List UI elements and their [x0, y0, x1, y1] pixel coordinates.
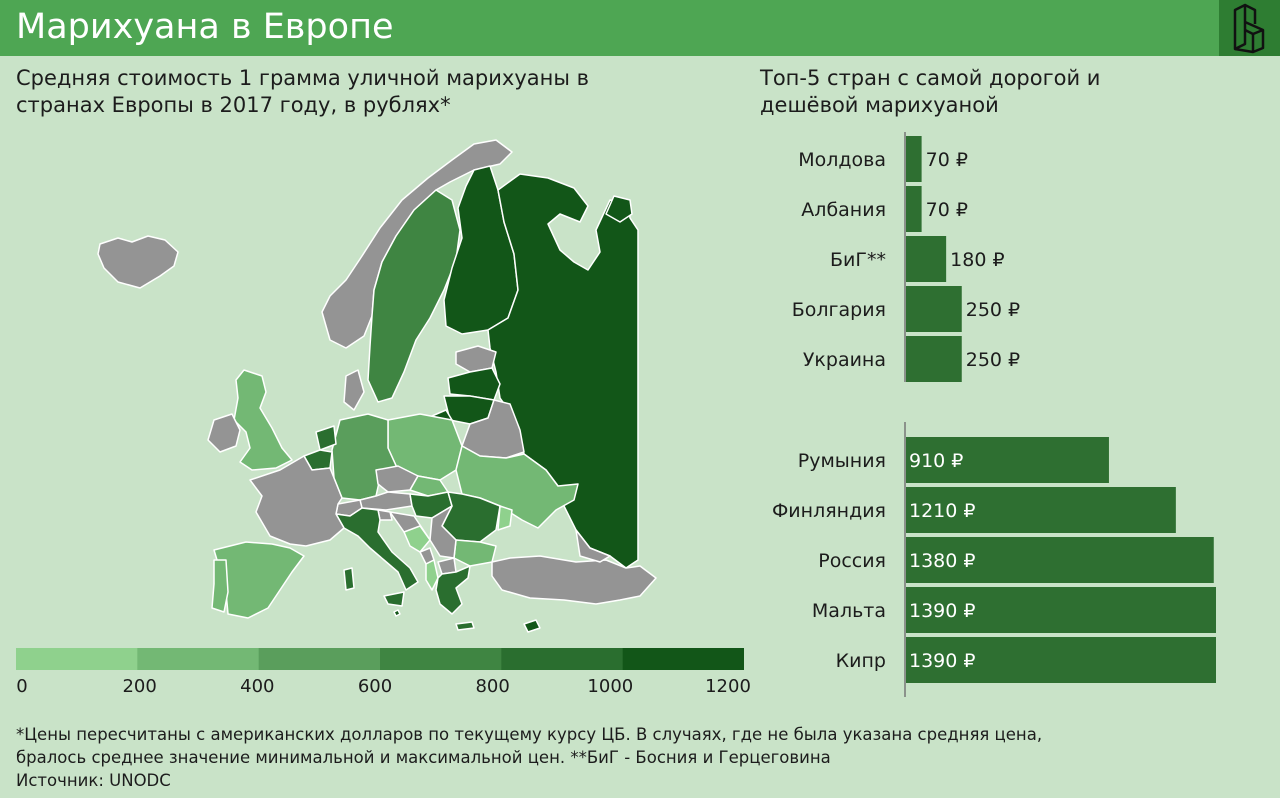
bar-category-label: Кипр	[836, 650, 886, 672]
country-portugal[interactable]	[211, 559, 229, 613]
bars-subtitle-line1: Топ-5 стран с самой дорогой и	[760, 66, 1101, 90]
bar-category-label: БиГ**	[830, 249, 886, 271]
bar-Мальта[interactable]	[906, 587, 1216, 633]
bar-Румыния[interactable]	[906, 437, 1109, 483]
legend-tick-800: 800	[475, 676, 510, 697]
bar-Украина[interactable]	[906, 336, 962, 382]
country-sicily[interactable]	[383, 591, 405, 607]
bar-value-label: 1390 ₽	[909, 650, 975, 672]
bars-subtitle: Топ-5 стран с самой дорогой и дешёвой ма…	[760, 65, 1260, 119]
bar-category-label: Болгария	[792, 299, 886, 321]
bar-category-label: Украина	[803, 349, 886, 371]
bar-Россия[interactable]	[906, 537, 1214, 583]
country-france[interactable]	[249, 455, 345, 547]
country-moldova[interactable]	[497, 505, 513, 531]
legend-swatch-2	[258, 648, 381, 670]
legend-tick-600: 600	[357, 676, 393, 697]
country-uk[interactable]	[233, 369, 293, 471]
bar-value-label: 1210 ₽	[909, 500, 975, 522]
country-italy[interactable]	[335, 507, 419, 591]
legend-tick-1200: 1200	[705, 676, 751, 697]
bar-value-label: 1390 ₽	[909, 600, 975, 622]
country-malta[interactable]	[393, 609, 401, 617]
legend-swatch-5	[622, 648, 744, 670]
country-germany[interactable]	[331, 413, 399, 501]
bar-Болгария[interactable]	[906, 286, 962, 332]
country-russia-north[interactable]	[605, 195, 633, 223]
footnote-line2: бралось среднее значение минимальной и м…	[16, 748, 831, 767]
country-georgia[interactable]	[575, 529, 611, 563]
legend-swatch-0	[16, 648, 138, 670]
country-ireland[interactable]	[207, 413, 241, 453]
country-crete[interactable]	[455, 621, 475, 631]
legend-tick-1000: 1000	[587, 676, 634, 697]
country-bosnia[interactable]	[403, 525, 431, 553]
bar-category-label: Мальта	[812, 600, 886, 622]
country-macedonia[interactable]	[437, 557, 457, 575]
bar-Кипр[interactable]	[906, 637, 1216, 683]
bar-value-label: 250 ₽	[966, 299, 1020, 321]
footnote: *Цены пересчитаны с американских долларо…	[16, 723, 1266, 792]
country-latvia[interactable]	[447, 367, 501, 401]
bars-subtitle-line2: дешёвой марихуаной	[760, 93, 999, 117]
country-bulgaria[interactable]	[453, 539, 497, 567]
color-legend	[16, 648, 744, 670]
bar-value-label: 180 ₽	[950, 249, 1004, 271]
legend-tick-400: 400	[240, 676, 275, 697]
country-cyprus[interactable]	[523, 619, 541, 633]
bar-category-label: Румыния	[798, 450, 886, 472]
bar-value-label: 1380 ₽	[909, 550, 975, 572]
legend-swatch-1	[137, 648, 260, 670]
bar-Албания[interactable]	[906, 186, 922, 232]
brand-logo-icon[interactable]	[1219, 0, 1280, 56]
footnote-line1: *Цены пересчитаны с американских долларо…	[16, 725, 1043, 744]
country-netherlands[interactable]	[315, 425, 337, 451]
source-note: Источник: UNODC	[16, 771, 171, 790]
bar-category-label: Финляндия	[772, 500, 886, 522]
map-subtitle-line2: странах Европы в 2017 году, в рублях*	[16, 93, 451, 117]
country-iceland[interactable]	[97, 235, 179, 289]
country-denmark[interactable]	[343, 369, 365, 411]
country-turkey[interactable]	[491, 555, 657, 605]
bar-value-label: 250 ₽	[966, 349, 1020, 371]
legend-tick-200: 200	[122, 676, 157, 697]
bar-category-label: Албания	[801, 199, 886, 221]
europe-map	[97, 139, 657, 633]
map-subtitle: Средняя стоимость 1 грамма уличной марих…	[16, 65, 696, 119]
page-title: Марихуана в Европе	[16, 7, 394, 47]
bar-value-label: 70 ₽	[926, 199, 968, 221]
legend-swatch-3	[380, 648, 502, 670]
bar-value-label: 910 ₽	[909, 450, 963, 472]
bar-category-label: Молдова	[798, 149, 886, 171]
bar-БиГ**[interactable]	[906, 236, 947, 282]
top5-bar-chart: Молдова 70 ₽ Албания 70 ₽ БиГ** 180 ₽ Болгария…	[772, 132, 1216, 697]
country-serbia[interactable]	[429, 505, 457, 559]
bar-value-label: 70 ₽	[926, 149, 968, 171]
country-greece[interactable]	[435, 565, 471, 615]
country-sardinia[interactable]	[343, 567, 355, 591]
bar-Финляндия[interactable]	[906, 487, 1176, 533]
header-bar: Марихуана в Европе	[0, 0, 1280, 56]
legend-tick-0: 0	[16, 676, 28, 697]
country-albania[interactable]	[425, 559, 439, 591]
bar-Молдова[interactable]	[906, 136, 922, 182]
map-subtitle-line1: Средняя стоимость 1 грамма уличной марих…	[16, 66, 589, 90]
bar-category-label: Россия	[818, 550, 886, 572]
legend-swatch-4	[501, 648, 624, 670]
